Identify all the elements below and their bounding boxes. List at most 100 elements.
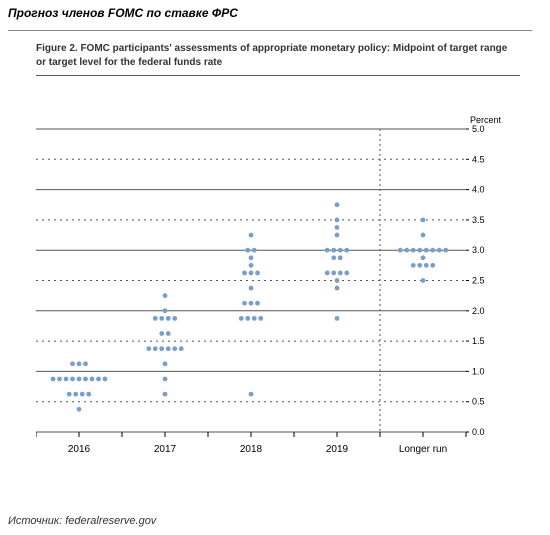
dot (83, 377, 88, 382)
dot (163, 308, 168, 313)
dot (424, 248, 429, 253)
dot (338, 271, 343, 276)
dot (411, 263, 416, 268)
dot (242, 301, 247, 306)
dot (430, 248, 435, 253)
dot (166, 346, 171, 351)
dot (338, 248, 343, 253)
dot (179, 346, 184, 351)
dot (252, 316, 257, 321)
y-tick-label: 5.0 (472, 124, 485, 134)
dot (70, 361, 75, 366)
dot (335, 286, 340, 291)
dot (64, 377, 69, 382)
y-tick-label: 3.0 (472, 245, 485, 255)
dot (443, 248, 448, 253)
x-tick-label: 2017 (154, 444, 177, 455)
dot (335, 278, 340, 283)
dot (417, 248, 422, 253)
dot (172, 316, 177, 321)
dot (67, 392, 72, 397)
dot (249, 233, 254, 238)
x-tick-label: 2019 (326, 444, 349, 455)
y-tick-label: 0.5 (472, 397, 485, 407)
dot (335, 316, 340, 321)
dot (103, 377, 108, 382)
dot (430, 263, 435, 268)
dot (331, 248, 336, 253)
dot (163, 361, 168, 366)
dot (239, 316, 244, 321)
dot (51, 377, 56, 382)
x-tick-label: Longer run (399, 444, 447, 455)
divider-top (8, 30, 532, 31)
y-tick-label: 2.0 (472, 306, 485, 316)
dot (252, 248, 257, 253)
dot (73, 392, 78, 397)
page-title: Прогноз членов FOMC по ставке ФРС (8, 6, 238, 20)
dot (338, 255, 343, 260)
dot (335, 225, 340, 230)
dot (90, 377, 95, 382)
dot (249, 392, 254, 397)
dot (57, 377, 62, 382)
y-tick-label: 3.5 (472, 215, 485, 225)
dot (83, 361, 88, 366)
figure-caption: Figure 2. FOMC participants' assessments… (36, 42, 520, 69)
dot (153, 316, 158, 321)
dot (398, 248, 403, 253)
dot (249, 263, 254, 268)
dot (163, 392, 168, 397)
dot (344, 271, 349, 276)
dot (421, 278, 426, 283)
dot (146, 346, 151, 351)
dot (421, 218, 426, 223)
dot (77, 361, 82, 366)
y-tick-label: 2.5 (472, 276, 485, 286)
divider-caption (36, 75, 520, 76)
dot (70, 377, 75, 382)
dot (331, 271, 336, 276)
dot (77, 407, 82, 412)
dot (325, 248, 330, 253)
dot (249, 286, 254, 291)
dot (249, 301, 254, 306)
dot (421, 255, 426, 260)
dot (421, 233, 426, 238)
dot-plot-chart: Percent0.00.51.01.52.02.53.03.54.04.55.0… (36, 115, 504, 470)
dot (166, 331, 171, 336)
dot (163, 377, 168, 382)
dot (159, 331, 164, 336)
dot (437, 248, 442, 253)
dot (96, 377, 101, 382)
dot (411, 248, 416, 253)
dot (335, 233, 340, 238)
dot (80, 392, 85, 397)
y-tick-label: 4.5 (472, 154, 485, 164)
y-tick-label: 1.0 (472, 366, 485, 376)
dot (249, 255, 254, 260)
x-tick-label: 2016 (68, 444, 91, 455)
y-tick-label: 4.0 (472, 185, 485, 195)
dot (163, 293, 168, 298)
dot (166, 316, 171, 321)
x-tick-label: 2018 (240, 444, 263, 455)
dot (404, 248, 409, 253)
dot (258, 316, 263, 321)
source-label: Источник: federalreserve.gov (8, 515, 156, 527)
dot (153, 346, 158, 351)
page: Прогноз членов FOMC по ставке ФРС Figure… (0, 0, 550, 535)
y-tick-label: 1.5 (472, 336, 485, 346)
dot (159, 346, 164, 351)
dot (242, 271, 247, 276)
dot (335, 202, 340, 207)
dot (249, 271, 254, 276)
dot (335, 218, 340, 223)
dot (86, 392, 91, 397)
y-tick-label: 0.0 (472, 427, 485, 437)
dot (344, 248, 349, 253)
dot (255, 301, 260, 306)
chart-svg: Percent0.00.51.01.52.02.53.03.54.04.55.0… (36, 115, 504, 470)
dot (77, 377, 82, 382)
dot (245, 316, 250, 321)
